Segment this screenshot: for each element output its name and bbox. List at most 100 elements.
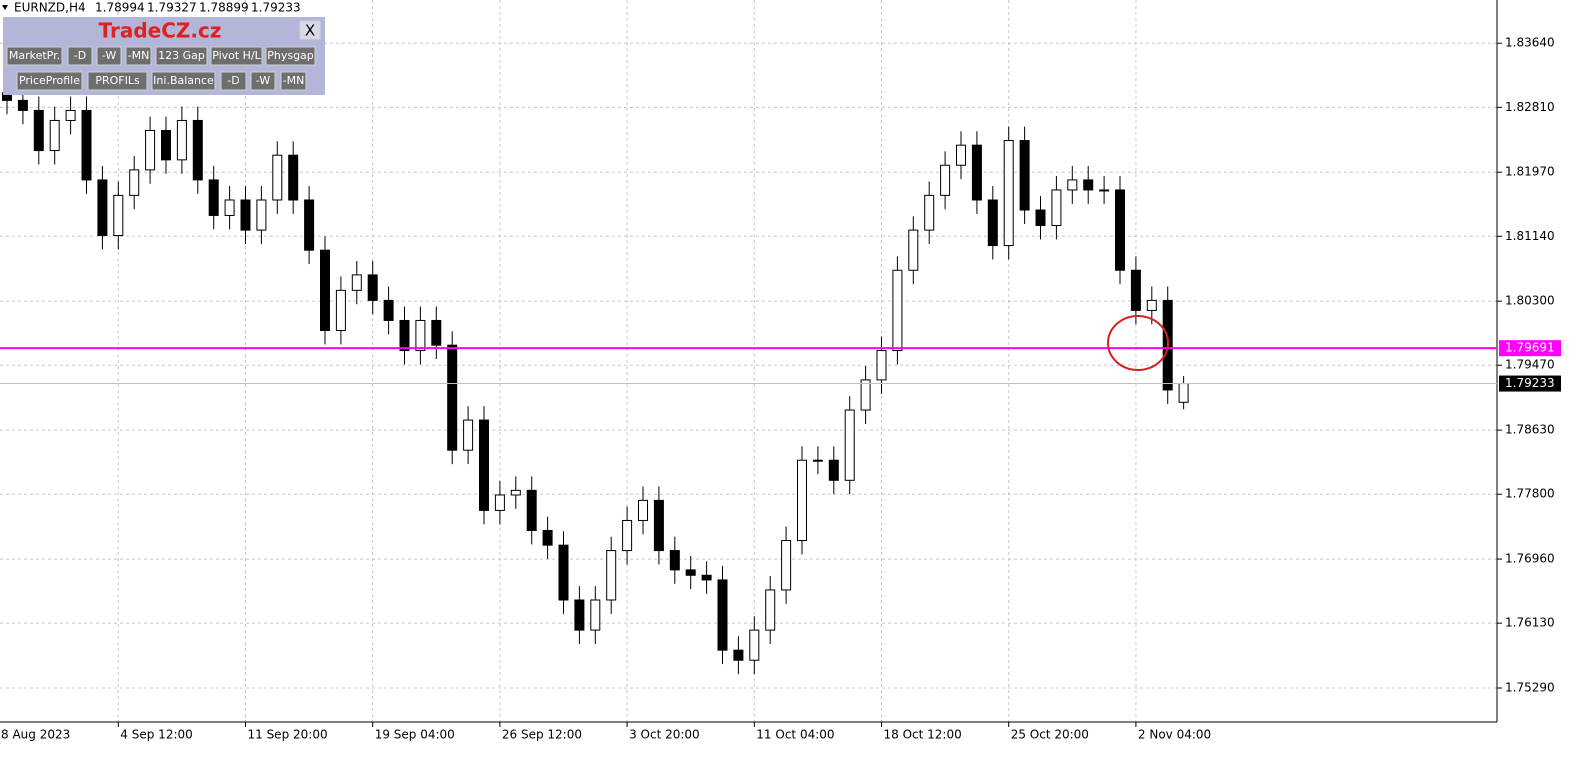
- candle-body: [49, 119, 60, 152]
- price-tag-label: 1.79691: [1505, 341, 1555, 355]
- candle-body: [956, 144, 967, 166]
- candle-body: [129, 169, 140, 196]
- candle-body: [160, 130, 171, 161]
- candle-body: [208, 179, 219, 216]
- candle-body: [606, 550, 617, 601]
- candle-body: [1115, 189, 1126, 271]
- candle-body: [192, 119, 203, 181]
- y-tick-label: 1.76960: [1505, 552, 1555, 566]
- candle-body: [1019, 140, 1030, 211]
- button-label: -MN: [128, 49, 150, 62]
- candle-body: [1083, 179, 1094, 191]
- x-tick-label: 26 Sep 12:00: [502, 728, 582, 742]
- button-label: Pivot H/L: [212, 49, 261, 62]
- candle-body: [494, 494, 505, 511]
- panel-button[interactable]: MarketPr.: [6, 46, 63, 66]
- button-label: Ini.Balance: [153, 74, 214, 87]
- candle-body: [844, 409, 855, 481]
- button-bg: [265, 46, 316, 66]
- button-label: PriceProfile: [19, 74, 80, 87]
- candle-body: [367, 274, 378, 301]
- brand: TradeCZ.cz: [99, 19, 222, 43]
- button-label: Physgap: [267, 49, 314, 62]
- y-tick-label: 1.80300: [1505, 294, 1555, 308]
- price-tag: [1499, 340, 1561, 357]
- symbol: EURNZD,H4: [14, 1, 86, 15]
- y-tick-label: 1.81140: [1505, 229, 1555, 243]
- candle-body: [1067, 179, 1078, 191]
- price-tag-label: 1.79233: [1505, 376, 1555, 390]
- y-tick-label: 1.75290: [1505, 681, 1555, 695]
- candle-body: [1146, 299, 1157, 311]
- x-tick-label: 18 Oct 12:00: [884, 728, 962, 742]
- x-tick-label: 25 Oct 20:00: [1011, 728, 1089, 742]
- candle-body: [319, 249, 330, 331]
- candle-body: [1035, 209, 1046, 226]
- close-button[interactable]: X: [299, 20, 321, 40]
- button-bg: [210, 46, 263, 66]
- button-label: -W: [256, 74, 271, 87]
- y-tick-label: 1.81970: [1505, 165, 1555, 179]
- tool-panel: TradeCZ.cz X MarketPr. -D -W -MN 123 Gap Pivo…: [3, 17, 325, 95]
- candle-body: [1099, 189, 1110, 192]
- candle-body: [971, 144, 982, 201]
- button-bg: [155, 46, 208, 66]
- candle-body: [908, 229, 919, 271]
- candle-body: [1130, 269, 1141, 311]
- panel-button[interactable]: -W: [96, 46, 122, 66]
- candle-body: [542, 529, 553, 546]
- candle-body: [145, 130, 156, 171]
- candle-body: [113, 194, 124, 237]
- candle-body: [415, 319, 426, 352]
- menu-arrow[interactable]: [2, 5, 8, 10]
- panel-button[interactable]: PriceProfile: [16, 71, 83, 91]
- candle-body: [240, 199, 251, 231]
- candle-body: [17, 99, 28, 111]
- candle-body: [622, 519, 633, 552]
- x-tick-label: 8 Aug 2023: [1, 728, 70, 742]
- panel-button[interactable]: Physgap: [265, 46, 316, 66]
- button-bg: [220, 71, 247, 91]
- button-label: -D: [74, 49, 86, 62]
- panel-button[interactable]: -MN: [125, 46, 152, 66]
- panel-button[interactable]: 123 Gap: [155, 46, 208, 66]
- button-label: PROFILs: [95, 74, 140, 87]
- candle-body: [638, 499, 649, 521]
- panel-button[interactable]: -MN: [280, 71, 307, 91]
- candle-body: [288, 154, 299, 201]
- y-tick-label: 1.78630: [1505, 423, 1555, 437]
- button-bg: [6, 46, 63, 66]
- candle-body: [860, 379, 871, 411]
- button-label: -D: [227, 74, 239, 87]
- panel-button[interactable]: -W: [250, 71, 276, 91]
- candle-body: [431, 319, 442, 346]
- candle-body: [765, 589, 776, 631]
- button-bg: [96, 46, 122, 66]
- candle-body: [940, 164, 951, 196]
- candle-body: [574, 599, 585, 631]
- y-tick-label: 1.77800: [1505, 487, 1555, 501]
- candle-body: [224, 199, 235, 216]
- candle-body: [828, 459, 839, 481]
- button-label: 123 Gap: [158, 49, 205, 62]
- panel-button[interactable]: -D: [67, 46, 93, 66]
- candle-body: [653, 499, 664, 552]
- candle-body: [1051, 189, 1062, 226]
- close-label: X: [305, 22, 315, 40]
- candle-body: [987, 199, 998, 247]
- candle-body: [399, 319, 410, 352]
- ohlc-low: 1.78899: [199, 1, 249, 15]
- panel-button[interactable]: Ini.Balance: [151, 71, 216, 91]
- panel-button[interactable]: Pivot H/L: [210, 46, 263, 66]
- candle-body: [797, 459, 808, 542]
- candle-body: [256, 199, 267, 231]
- candle-body: [685, 569, 696, 576]
- candle-body: [447, 344, 458, 451]
- candle-body: [383, 299, 394, 321]
- panel-button[interactable]: -D: [220, 71, 247, 91]
- candle-body: [479, 419, 490, 511]
- panel-button[interactable]: PROFILs: [87, 71, 148, 91]
- x-tick-label: 19 Sep 04:00: [375, 728, 455, 742]
- candle-body: [590, 599, 601, 631]
